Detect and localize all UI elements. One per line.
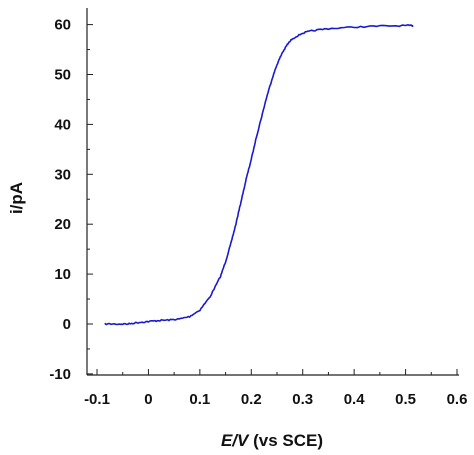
- y-axis-title: i/pA: [7, 182, 26, 214]
- series-line-current: [104, 24, 414, 326]
- x-axis-title: E/V (vs SCE): [221, 431, 323, 450]
- y-tick-label: -10: [49, 366, 71, 383]
- y-tick-labels: -10 0 10 20 30 40 50 60: [49, 17, 71, 383]
- x-tick-label: 0.4: [344, 391, 366, 408]
- y-tick-label: 0: [63, 316, 71, 333]
- x-tick-label: 0.3: [292, 391, 313, 408]
- y-tick-label: 30: [54, 166, 71, 183]
- x-tick-label: 0: [144, 391, 152, 408]
- x-axis-title-unit: (vs SCE): [248, 431, 323, 450]
- x-tick-labels: -0.1 0 0.1 0.2 0.3 0.4 0.5 0.6: [84, 391, 467, 408]
- x-tick-label: -0.1: [84, 391, 110, 408]
- x-tick-label: 0.5: [395, 391, 416, 408]
- y-tick-label: 10: [54, 266, 71, 283]
- x-axis-title-symbol: E/V: [221, 431, 250, 450]
- y-tick-label: 20: [54, 216, 71, 233]
- y-tick-label: 40: [54, 116, 71, 133]
- x-tick-label: 0.2: [241, 391, 262, 408]
- y-tick-label: 60: [54, 17, 71, 34]
- x-tick-label: 0.6: [447, 391, 468, 408]
- x-tick-label: 0.1: [189, 391, 210, 408]
- y-tick-label: 50: [54, 67, 71, 84]
